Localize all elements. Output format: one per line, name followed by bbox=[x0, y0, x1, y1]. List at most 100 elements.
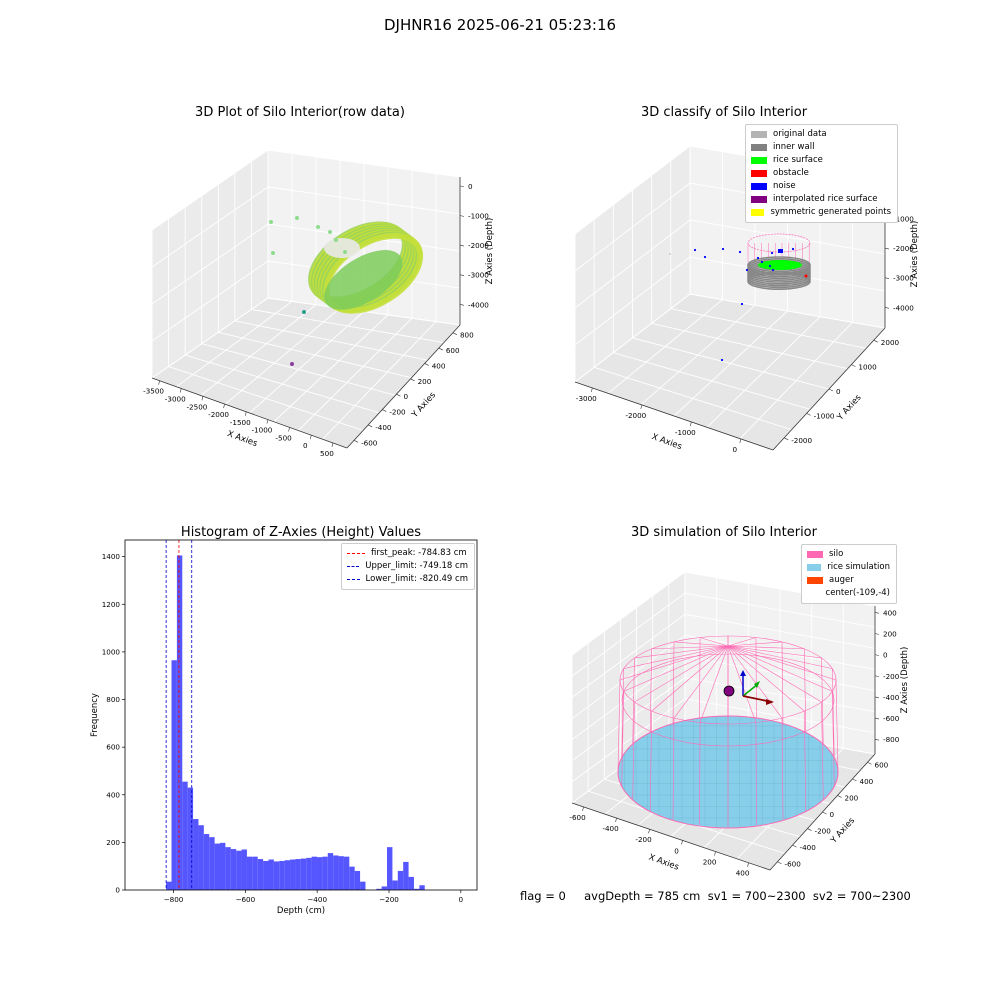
simulation-silo-rib bbox=[621, 691, 624, 787]
raw-y-tick-label: -200 bbox=[389, 408, 406, 417]
sim-y-tick-label: 400 bbox=[860, 777, 874, 786]
histogram-y-tick-label: 800 bbox=[106, 695, 120, 704]
histogram-legend: first_peak: -784.83 cm Upper_limit: -749.… bbox=[341, 543, 475, 590]
raw-outlier-point bbox=[334, 238, 338, 242]
simulation-silo-roof-rib bbox=[673, 641, 729, 647]
classify-noise-point bbox=[720, 358, 724, 362]
cls-x-tick bbox=[640, 404, 643, 410]
raw-y-tick bbox=[438, 347, 443, 351]
sim-y-tick-label: 0 bbox=[830, 810, 835, 819]
legend-label: first_peak: -784.83 cm bbox=[371, 548, 467, 558]
simulation-silo-rib bbox=[621, 668, 624, 758]
classify-panel-title: 3D classify of Silo Interior bbox=[641, 105, 808, 120]
histogram-x-axis-label: Depth (cm) bbox=[277, 906, 325, 916]
sim-y-tick bbox=[792, 844, 797, 848]
histogram-bar bbox=[263, 860, 269, 890]
sim-z-tick bbox=[874, 717, 880, 720]
raw-x-tick-label: -1500 bbox=[230, 418, 251, 427]
sim-z-axis-label: Z Axies (Depth) bbox=[900, 647, 910, 714]
cls-z-tick-label: -1000 bbox=[893, 214, 914, 223]
sim-z-tick-label: -600 bbox=[883, 714, 900, 723]
simulation-silo-roof-rib bbox=[673, 645, 729, 719]
classify-legend-entry: noise bbox=[751, 180, 891, 193]
raw-x-tick bbox=[266, 419, 269, 424]
legend-label: auger bbox=[829, 575, 854, 585]
classify-noise-point bbox=[740, 302, 744, 306]
sim-x-tick bbox=[747, 862, 749, 867]
simulation-silo-roof-rib bbox=[727, 645, 805, 712]
classify-noise-point bbox=[791, 247, 795, 251]
raw-outlier-point bbox=[343, 250, 347, 254]
raw-ring-bottom bbox=[324, 250, 403, 310]
classify-noise-point bbox=[721, 247, 725, 251]
histogram-x-tick-label: 0 bbox=[459, 895, 464, 904]
classify-silo-points bbox=[669, 233, 811, 362]
histogram-bar bbox=[198, 825, 204, 890]
legend-swatch bbox=[751, 170, 767, 177]
sim-z-tick-label: -400 bbox=[883, 693, 900, 702]
cls-y-axis-label: Y Axies bbox=[835, 392, 864, 423]
sim-x-tick bbox=[615, 818, 617, 823]
histogram-bar bbox=[246, 856, 253, 890]
raw-x-tick-label: -3500 bbox=[143, 387, 164, 396]
sim-z-tick-label: -200 bbox=[883, 672, 900, 681]
simulation-panel-title: 3D simulation of Silo Interior bbox=[631, 525, 818, 540]
classify-noise-point bbox=[770, 251, 774, 255]
histogram-bar bbox=[209, 837, 215, 890]
simulation-silo-wireframe bbox=[617, 635, 839, 827]
legend-swatch bbox=[751, 183, 767, 190]
simulation-silo-rib bbox=[832, 691, 835, 787]
raw-z-tick-label: -2000 bbox=[468, 241, 489, 250]
histogram-bar bbox=[295, 859, 301, 890]
histogram-y-tick-label: 400 bbox=[106, 790, 120, 799]
sim-y-tick bbox=[822, 811, 827, 815]
histogram-bars bbox=[166, 555, 425, 890]
simulation-silo-roof-rib bbox=[727, 645, 783, 719]
raw-z-tick-label: -1000 bbox=[468, 211, 489, 220]
histogram-y-tick-label: 600 bbox=[106, 743, 120, 752]
histogram-bar bbox=[376, 888, 382, 890]
simulation-silo-rib bbox=[672, 718, 675, 820]
raw-gridlines bbox=[151, 149, 461, 449]
histogram-legend-entry: Lower_limit: -820.49 cm bbox=[347, 573, 468, 586]
legend-label: Upper_limit: -749.18 cm bbox=[365, 561, 468, 571]
legend-swatch bbox=[807, 590, 820, 597]
sim-y-tick bbox=[837, 795, 842, 798]
sim-x-axis-line bbox=[571, 802, 771, 871]
legend-label: obstacle bbox=[773, 168, 809, 178]
histogram-bar bbox=[387, 847, 393, 890]
raw-y-tick-label: 0 bbox=[403, 392, 408, 401]
legend-swatch bbox=[751, 196, 767, 203]
simulation-silo-roof-rib bbox=[623, 645, 729, 692]
legend-label: inner wall bbox=[773, 142, 815, 152]
raw-x-tick bbox=[331, 442, 334, 448]
raw-x-tick-label: -2000 bbox=[208, 410, 229, 419]
sim-x-tick-label: -600 bbox=[569, 813, 586, 822]
legend-swatch bbox=[751, 144, 767, 151]
raw-y-tick-label: -600 bbox=[361, 438, 378, 447]
sim-x-tick-label: -200 bbox=[635, 835, 652, 844]
raw-y-tick bbox=[424, 363, 429, 366]
legend-label: symmetric generated points bbox=[770, 207, 891, 217]
classify-noise-cluster bbox=[778, 249, 783, 253]
raw-z-axis-label: Z Axies (Depth) bbox=[485, 218, 495, 285]
simulation-silo-rib bbox=[632, 657, 635, 745]
raw-x-tick bbox=[158, 380, 160, 385]
raw-z-tick-label: -3000 bbox=[468, 271, 489, 280]
cls-tick-labels: -3000-2000-10000-2000-10000100020000-100… bbox=[576, 185, 914, 454]
simulation-silo-rib bbox=[835, 679, 839, 773]
raw-x-tick-label: 0 bbox=[303, 441, 308, 450]
raw-z-tick bbox=[459, 244, 465, 247]
histogram-bar bbox=[290, 859, 296, 890]
histogram-bar bbox=[171, 660, 177, 890]
simulation-silo-roof-rib bbox=[727, 645, 757, 723]
sim-y-axis-label: Y Axies bbox=[828, 815, 857, 846]
legend-swatch bbox=[751, 209, 765, 216]
histogram-bar bbox=[268, 859, 274, 890]
histogram-bar bbox=[176, 555, 183, 890]
sim-z-tick bbox=[874, 612, 880, 614]
cls-y-tick-label: 1000 bbox=[858, 363, 877, 372]
histogram-bar bbox=[182, 781, 188, 890]
status-line: flag = 0 avgDepth = 785 cm sv1 = 700~230… bbox=[520, 889, 911, 903]
histogram-bar bbox=[225, 847, 231, 890]
